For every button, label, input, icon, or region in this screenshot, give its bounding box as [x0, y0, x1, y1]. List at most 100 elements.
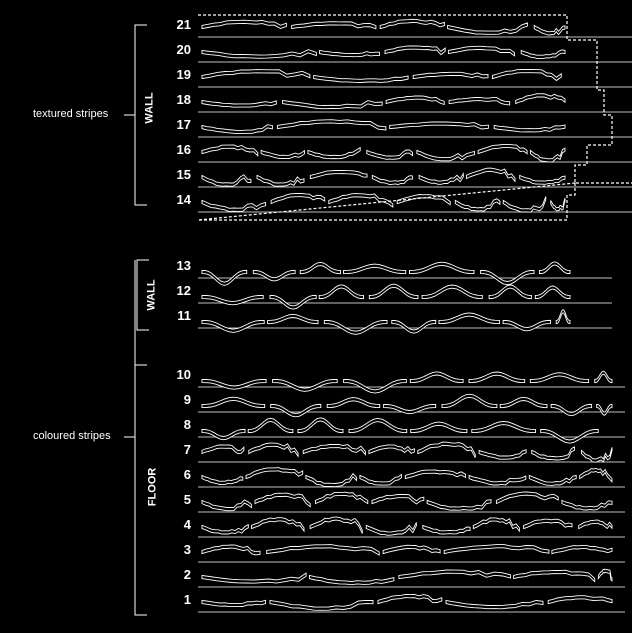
- zone-label-floor: FLOOR: [146, 467, 159, 507]
- dashed-wall-outline: [197, 14, 632, 221]
- stripe-row-18-2: [385, 95, 445, 106]
- group-brackets: [124, 24, 149, 616]
- stripe-shapes: [201, 18, 613, 611]
- stripe-row-6-6: [528, 474, 577, 486]
- stripe-row-15-6: [519, 174, 566, 185]
- row-number-21: 21: [176, 17, 191, 32]
- stripe-row-21-0: [201, 19, 287, 30]
- dashed-outline-path: [197, 14, 632, 221]
- stripe-row-6-2: [305, 472, 358, 488]
- stripe-row-16-0: [201, 144, 259, 157]
- row-number-12: 12: [176, 283, 191, 298]
- stripe-row-11-4: [438, 312, 500, 325]
- stripe-row-16-2: [307, 146, 361, 160]
- stripe-row-14-0: [201, 199, 267, 212]
- stripe-row-11-1: [267, 313, 319, 325]
- stripe-row-13-0: [201, 269, 248, 286]
- row-number-10: 10: [176, 367, 191, 382]
- row-number-1: 1: [183, 592, 191, 607]
- stripe-row-7-1: [248, 442, 299, 458]
- stripe-row-1-1: [269, 599, 374, 611]
- stripe-row-17-2: [389, 121, 489, 130]
- stripe-row-12-2: [318, 284, 364, 300]
- stripe-row-3-1: [266, 544, 380, 556]
- stripe-row-14-6: [550, 197, 566, 212]
- stripe-row-20-0: [201, 49, 317, 59]
- stripe-row-2-1: [308, 574, 395, 586]
- stripe-row-12-1: [269, 294, 317, 310]
- stripe-row-8-6: [540, 428, 599, 444]
- row-number-15: 15: [176, 167, 191, 182]
- stripe-row-7-2: [302, 443, 366, 456]
- row-number-11: 11: [177, 308, 191, 323]
- row-number-7: 7: [183, 442, 191, 457]
- stripe-row-6-3: [359, 473, 402, 486]
- stripe-row-4-0: [201, 523, 249, 535]
- stripe-row-3-2: [382, 544, 441, 555]
- row-number-6: 6: [183, 467, 191, 482]
- stripe-row-6-5: [468, 474, 527, 486]
- stripe-row-10-6: [594, 370, 613, 384]
- row-number-2: 2: [183, 567, 191, 582]
- stripe-row-5-1: [254, 492, 311, 508]
- stripe-row-12-0: [201, 294, 264, 306]
- stripe-row-9-6: [550, 403, 593, 417]
- stripe-row-12-4: [421, 284, 483, 300]
- stripe-row-8-4: [410, 421, 468, 434]
- stripe-row-2-4: [597, 568, 613, 582]
- stripe-row-4-2: [309, 516, 363, 534]
- stripe-row-8-0: [201, 428, 246, 441]
- stripe-row-8-1: [247, 417, 294, 434]
- row-number-9: 9: [183, 392, 191, 407]
- stripe-row-17-3: [493, 124, 566, 133]
- row-number-5: 5: [183, 492, 191, 507]
- stripe-row-21-4: [533, 24, 566, 36]
- stripe-row-5-2: [315, 491, 369, 505]
- stripe-row-20-1: [319, 49, 380, 58]
- stripe-row-10-1: [272, 378, 338, 392]
- stripe-row-4-7: [578, 519, 613, 530]
- stripe-row-17-1: [277, 119, 387, 131]
- stripe-row-7-4: [417, 441, 476, 458]
- stripe-row-19-2: [412, 71, 489, 80]
- stripe-row-20-3: [447, 45, 516, 57]
- stripe-row-8-3: [348, 417, 408, 434]
- stripe-row-19-0: [201, 69, 311, 80]
- group-label-coloured-stripes: coloured stripes: [33, 430, 111, 442]
- stripe-row-16-1: [260, 149, 305, 160]
- row-number-8: 8: [183, 417, 191, 432]
- stripe-row-2-0: [201, 572, 307, 584]
- row-number-18: 18: [176, 92, 191, 107]
- stripe-row-16-6: [529, 147, 566, 163]
- stripe-row-5-0: [201, 499, 252, 512]
- stripe-row-8-5: [471, 420, 536, 434]
- stripe-row-10-2: [343, 378, 407, 394]
- stripe-row-21-1: [291, 21, 377, 30]
- stripe-row-4-3: [365, 522, 417, 536]
- stripe-row-16-5: [477, 143, 528, 155]
- stripe-row-9-2: [326, 397, 381, 409]
- stripe-row-2-2: [398, 569, 512, 580]
- stripe-row-18-4: [515, 93, 566, 105]
- stripe-row-6-0: [201, 474, 244, 485]
- stripe-row-16-4: [416, 149, 475, 162]
- group-label-textured-stripes: textured stripes: [33, 108, 109, 120]
- stripe-row-18-1: [282, 99, 383, 110]
- stripe-row-9-1: [270, 403, 322, 418]
- stripe-row-1-3: [445, 599, 544, 610]
- stripe-row-9-5: [499, 396, 548, 409]
- stripe-row-3-3: [443, 544, 550, 555]
- stripe-row-10-4: [468, 371, 526, 384]
- stripe-row-11-0: [201, 319, 265, 333]
- stripe-row-18-0: [201, 99, 277, 108]
- row-number-17: 17: [176, 117, 191, 132]
- stripe-row-5-6: [561, 499, 613, 511]
- stripe-row-7-0: [201, 444, 245, 455]
- stripe-row-13-6: [538, 261, 571, 275]
- stripe-row-15-5: [465, 167, 516, 183]
- stripe-row-13-5: [480, 269, 535, 286]
- stripe-row-10-5: [529, 372, 590, 384]
- stripe-row-13-1: [252, 269, 296, 282]
- stripe-row-12-6: [534, 285, 571, 300]
